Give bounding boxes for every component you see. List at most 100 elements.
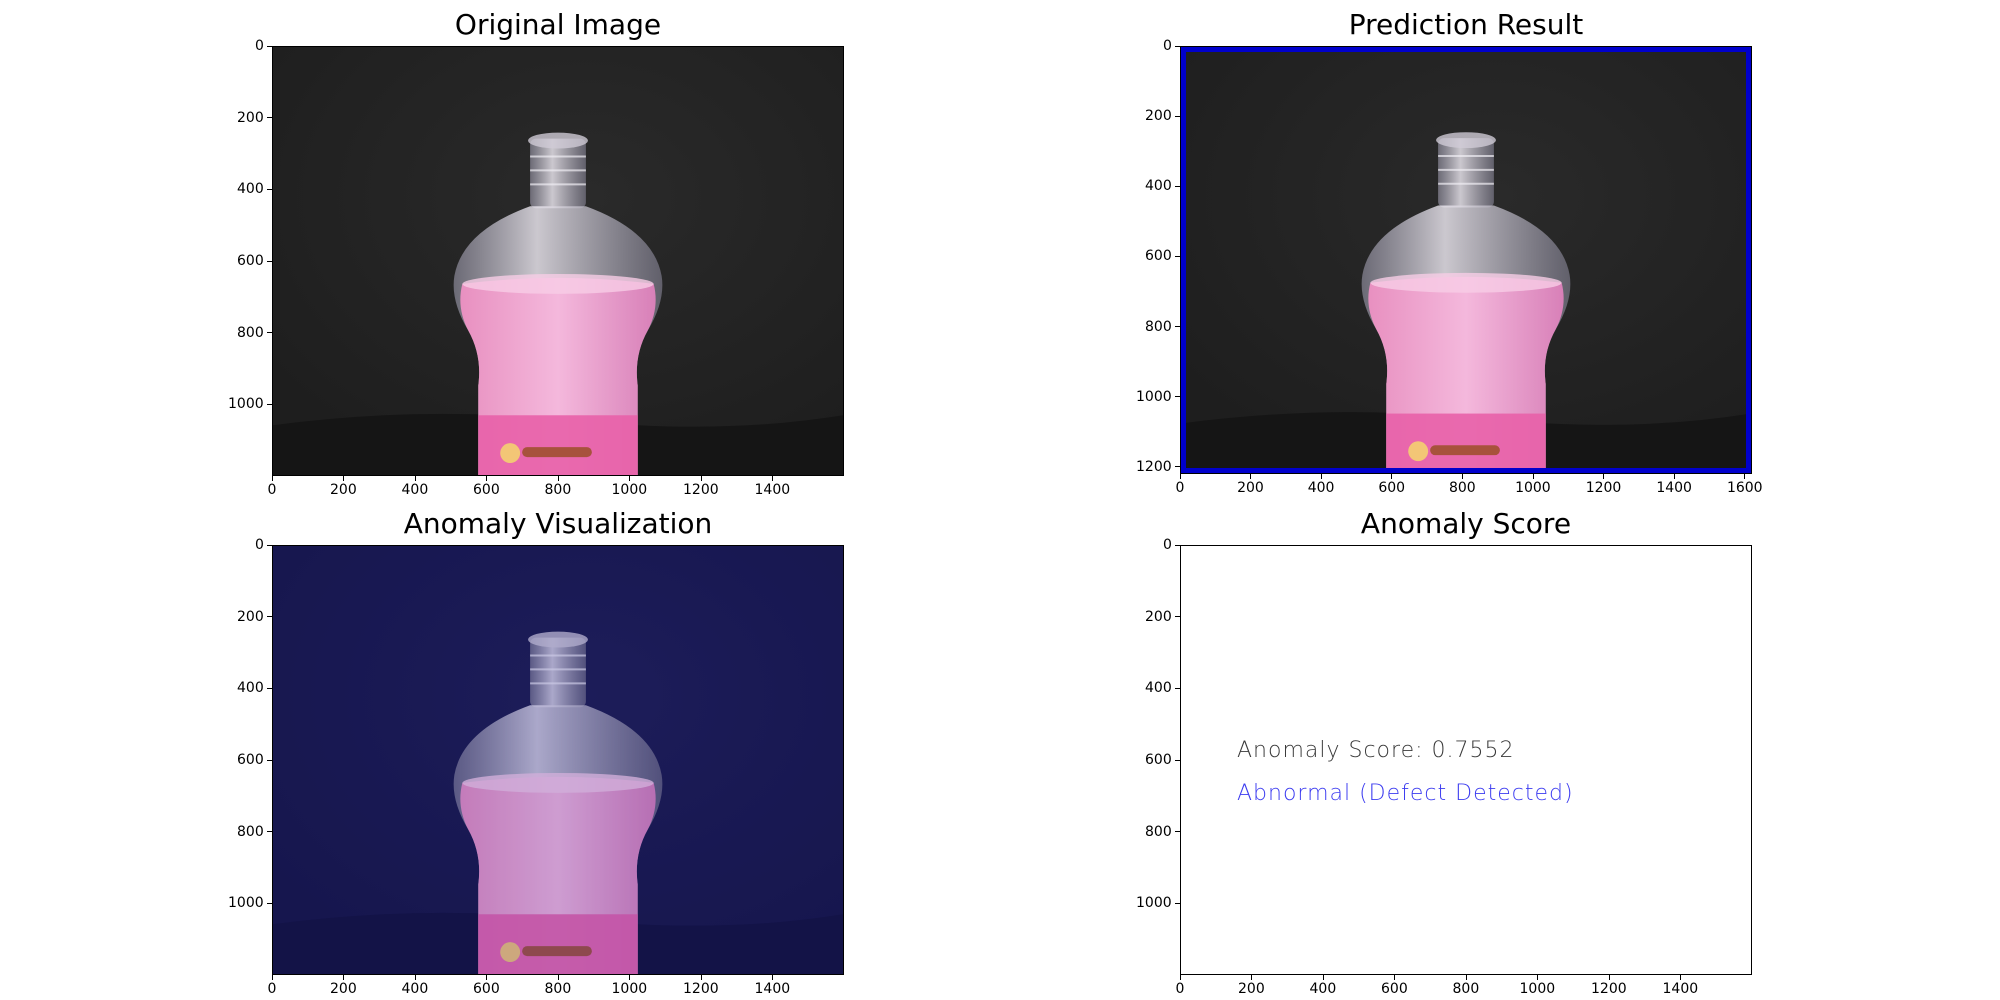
x-tick-label: 0 [1175,981,1185,997]
x-tick-mark [629,975,630,980]
y-tick-label: 200 [237,608,264,625]
panel-title-visualization: Anomaly Visualization [403,507,713,540]
x-tick-mark [1461,474,1463,479]
y-tick-mark [1175,45,1180,47]
x-tick-mark [1251,975,1252,980]
x-tick-mark [1680,975,1681,980]
x-tick-mark [1603,474,1605,479]
y-tick-mark [267,260,272,262]
x-tick-label: 1200 [1585,480,1622,496]
y-tick-mark [1175,115,1180,117]
y-tick-label: 800 [1145,823,1172,840]
y-tick-mark [267,403,272,405]
x-tick-label: 600 [1381,981,1408,997]
x-tick-mark [343,975,344,980]
y-tick-mark [267,188,272,190]
panel-title-score: Anomaly Score [1360,507,1572,540]
y-tick-mark [1175,616,1180,618]
y-tick-label: 1000 [228,396,264,413]
x-tick-mark [1179,975,1181,980]
y-tick-label: 800 [237,823,264,840]
x-tick-mark [343,476,344,481]
y-tick-label: 0 [255,38,264,54]
x-tick-label: 600 [473,482,500,498]
panel-title-original: Original Image [454,8,662,41]
x-tick-label: 1400 [754,482,791,498]
y-tick-label: 800 [237,324,264,341]
x-tick-mark [700,476,702,481]
y-tick-mark [1175,831,1180,833]
y-tick-label: 400 [1145,178,1172,195]
x-tick-mark [1250,474,1252,479]
x-tick-mark [557,975,559,980]
x-tick-label: 1400 [754,981,791,997]
y-tick-mark [1175,466,1180,468]
x-tick-label: 200 [330,482,357,498]
y-tick-mark [267,831,272,833]
x-tick-mark [1744,474,1746,479]
x-tick-mark [772,975,773,980]
bottle-photo [273,546,843,974]
x-tick-label: 1400 [1662,981,1699,997]
y-tick-label: 0 [255,537,264,553]
x-tick-label: 200 [1237,480,1264,496]
x-tick-label: 1600 [1726,480,1763,496]
anomaly-status-label: Abnormal (Defect Detected) [1237,781,1574,806]
x-tick-label: 1000 [611,981,648,997]
x-tick-mark [1322,975,1324,980]
x-tick-label: 600 [473,981,500,997]
x-tick-mark [1608,975,1610,980]
x-tick-label: 1000 [1519,981,1556,997]
x-tick-label: 0 [267,981,277,997]
x-tick-label: 0 [267,482,277,498]
prediction-bounding-box [1181,47,1751,473]
x-tick-label: 800 [544,482,572,498]
y-tick-label: 1000 [228,895,264,912]
x-tick-label: 1200 [1591,981,1627,997]
y-tick-label: 600 [237,253,264,269]
x-tick-label: 800 [1448,480,1476,496]
y-tick-mark [267,616,272,618]
x-tick-mark [629,476,630,481]
y-tick-label: 600 [237,752,264,768]
y-tick-mark [267,902,272,904]
x-tick-mark [271,476,273,481]
y-tick-mark [267,45,272,47]
x-tick-label: 400 [1307,480,1335,496]
y-tick-label: 1000 [1136,895,1172,912]
x-tick-label: 1400 [1656,480,1692,496]
y-tick-label: 400 [1145,680,1172,697]
y-tick-label: 400 [237,181,264,198]
x-tick-label: 400 [401,482,429,498]
x-tick-mark [486,975,487,980]
x-tick-label: 200 [1238,981,1265,997]
x-tick-mark [414,975,416,980]
x-tick-label: 400 [401,981,429,997]
x-tick-label: 1200 [683,981,719,997]
x-tick-label: 800 [544,981,572,997]
y-tick-mark [267,759,272,761]
x-tick-mark [414,476,416,481]
y-tick-label: 1000 [1136,388,1172,405]
panel-title-prediction: Prediction Result [1348,8,1584,41]
prediction-image-axes [1180,46,1752,474]
x-tick-label: 400 [1309,981,1337,997]
y-tick-mark [1175,759,1180,761]
y-tick-label: 1200 [1136,458,1172,475]
x-tick-mark [1537,975,1538,980]
x-tick-label: 800 [1452,981,1480,997]
x-tick-mark [1465,975,1467,980]
x-tick-mark [1179,474,1181,479]
visualization-image-axes [272,545,844,975]
y-tick-mark [1175,255,1180,257]
y-tick-label: 600 [1145,752,1172,768]
y-tick-label: 200 [1145,608,1172,625]
y-tick-mark [1175,185,1180,187]
x-tick-mark [1394,975,1395,980]
y-tick-mark [267,117,272,119]
x-tick-mark [1532,474,1534,479]
y-tick-label: 0 [1163,38,1172,54]
x-tick-mark [1320,474,1322,479]
x-tick-mark [486,476,487,481]
x-tick-label: 1000 [1515,480,1551,496]
